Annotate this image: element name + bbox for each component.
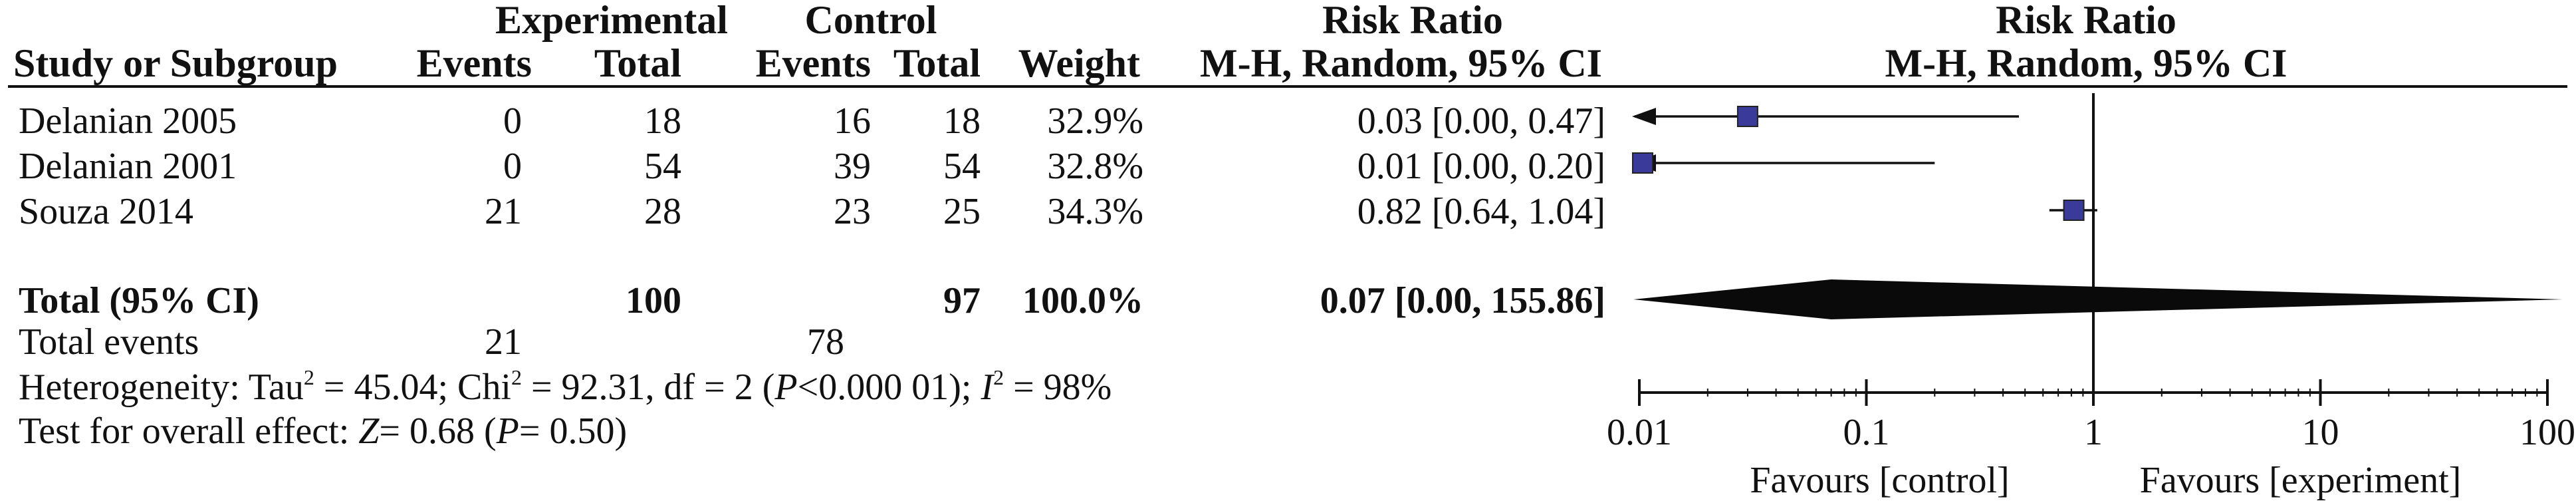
risk-ratio-ci: 0.01 [0.00, 0.20] — [1357, 146, 1605, 187]
col-rr: M-H, Random, 95% CI — [1200, 41, 1602, 85]
het-chi-sup: 2 — [511, 365, 522, 389]
col-study: Study or Subgroup — [13, 41, 338, 85]
x-tick-label: 10 — [2302, 412, 2339, 453]
overall-p-sym: P — [496, 411, 519, 452]
total-events-exp: 21 — [485, 321, 522, 363]
study-name: Souza 2014 — [19, 191, 193, 232]
plot-header-method: M-H, Random, 95% CI — [1885, 41, 2287, 85]
study-name: Delanian 2001 — [19, 146, 237, 187]
exp-total: 54 — [644, 146, 681, 187]
weight: 34.3% — [1047, 191, 1143, 232]
ctl-total: 18 — [943, 100, 981, 142]
col-ctl-events: Events — [756, 41, 871, 85]
total-events-ctl: 78 — [807, 321, 844, 363]
het-chi-val: = 92.31, df = 2 ( — [522, 367, 774, 408]
het-i-sup: 2 — [993, 365, 1004, 389]
col-exp-events: Events — [417, 41, 532, 85]
het-tau-val: = 45.04; Chi — [314, 367, 511, 408]
header-risk-ratio: Risk Ratio — [1322, 0, 1503, 42]
exp-events: 0 — [503, 100, 522, 142]
ctl-events: 39 — [834, 146, 871, 187]
overall-effect-text: Test for overall effect: Z= 0.68 (P= 0.5… — [19, 411, 627, 452]
total-exp: 100 — [626, 280, 681, 321]
study-marker — [1632, 152, 1653, 174]
ctl-events: 23 — [834, 191, 871, 232]
col-ctl-total: Total — [893, 41, 981, 85]
ctl-events: 16 — [834, 100, 871, 142]
het-tau-sup: 2 — [304, 365, 314, 389]
header-control: Control — [805, 0, 937, 42]
total-weight: 100.0% — [1022, 280, 1143, 321]
het-i-val: = 98% — [1004, 367, 1112, 408]
pooled-diamond — [1633, 279, 2563, 319]
study-row: Delanian 2001 0 54 39 54 32.8% 0.01 [0.0… — [19, 146, 1605, 187]
forest-plot: 0.01 0.1 1 10 100 Favours [control] Favours [e… — [1607, 93, 2575, 501]
favours-right-label: Favours [experiment] — [2140, 460, 2462, 501]
ci-arrow-left — [1632, 108, 1656, 125]
het-i-sym: I — [980, 367, 995, 408]
x-tick-label: 100 — [2519, 412, 2575, 453]
weight: 32.9% — [1047, 100, 1143, 142]
x-tick-label: 0.1 — [1843, 412, 1890, 453]
het-p-val: <0.000 01); — [798, 367, 981, 408]
total-ctl: 97 — [943, 280, 981, 321]
study-marker — [2063, 200, 2085, 221]
total-risk-ratio-ci: 0.07 [0.00, 155.86] — [1320, 280, 1605, 321]
total-events-label: Total events — [19, 321, 199, 363]
heterogeneity-text: Heterogeneity: Tau2 = 45.04; Chi2 = 92.3… — [19, 365, 1112, 408]
col-exp-total: Total — [594, 41, 681, 85]
risk-ratio-ci: 0.03 [0.00, 0.47] — [1357, 100, 1605, 142]
study-name: Delanian 2005 — [19, 100, 237, 142]
overall-prefix: Test for overall effect: — [19, 411, 358, 452]
overall-z-val: = 0.68 ( — [379, 411, 496, 452]
study-row: Delanian 2005 0 18 16 18 32.9% 0.03 [0.0… — [19, 100, 1605, 142]
exp-events: 21 — [485, 191, 522, 232]
x-tick-label: 0.01 — [1607, 412, 1672, 453]
exp-total: 28 — [644, 191, 681, 232]
overall-z-sym: Z — [358, 411, 380, 452]
het-p-sym: P — [774, 367, 797, 408]
het-prefix: Heterogeneity: Tau — [19, 367, 304, 408]
study-marker — [1736, 106, 1758, 127]
total-label: Total (95% CI) — [19, 280, 259, 321]
weight: 32.8% — [1047, 146, 1143, 187]
total-events-row: Total events 21 78 — [19, 321, 844, 363]
study-row: Souza 2014 21 28 23 25 34.3% 0.82 [0.64,… — [19, 191, 1605, 232]
risk-ratio-ci: 0.82 [0.64, 1.04] — [1357, 191, 1605, 232]
overall-p-val: = 0.50) — [519, 411, 627, 452]
header-experimental: Experimental — [495, 0, 728, 42]
exp-events: 0 — [503, 146, 522, 187]
favours-left-label: Favours [control] — [1750, 460, 2009, 501]
total-row: Total (95% CI) 100 97 100.0% 0.07 [0.00,… — [19, 280, 1605, 321]
plot-header-risk-ratio: Risk Ratio — [1996, 0, 2176, 42]
x-tick-label: 1 — [2084, 412, 2103, 453]
exp-total: 18 — [644, 100, 681, 142]
ctl-total: 54 — [943, 146, 981, 187]
col-weight: Weight — [1018, 41, 1140, 85]
ctl-total: 25 — [943, 191, 981, 232]
